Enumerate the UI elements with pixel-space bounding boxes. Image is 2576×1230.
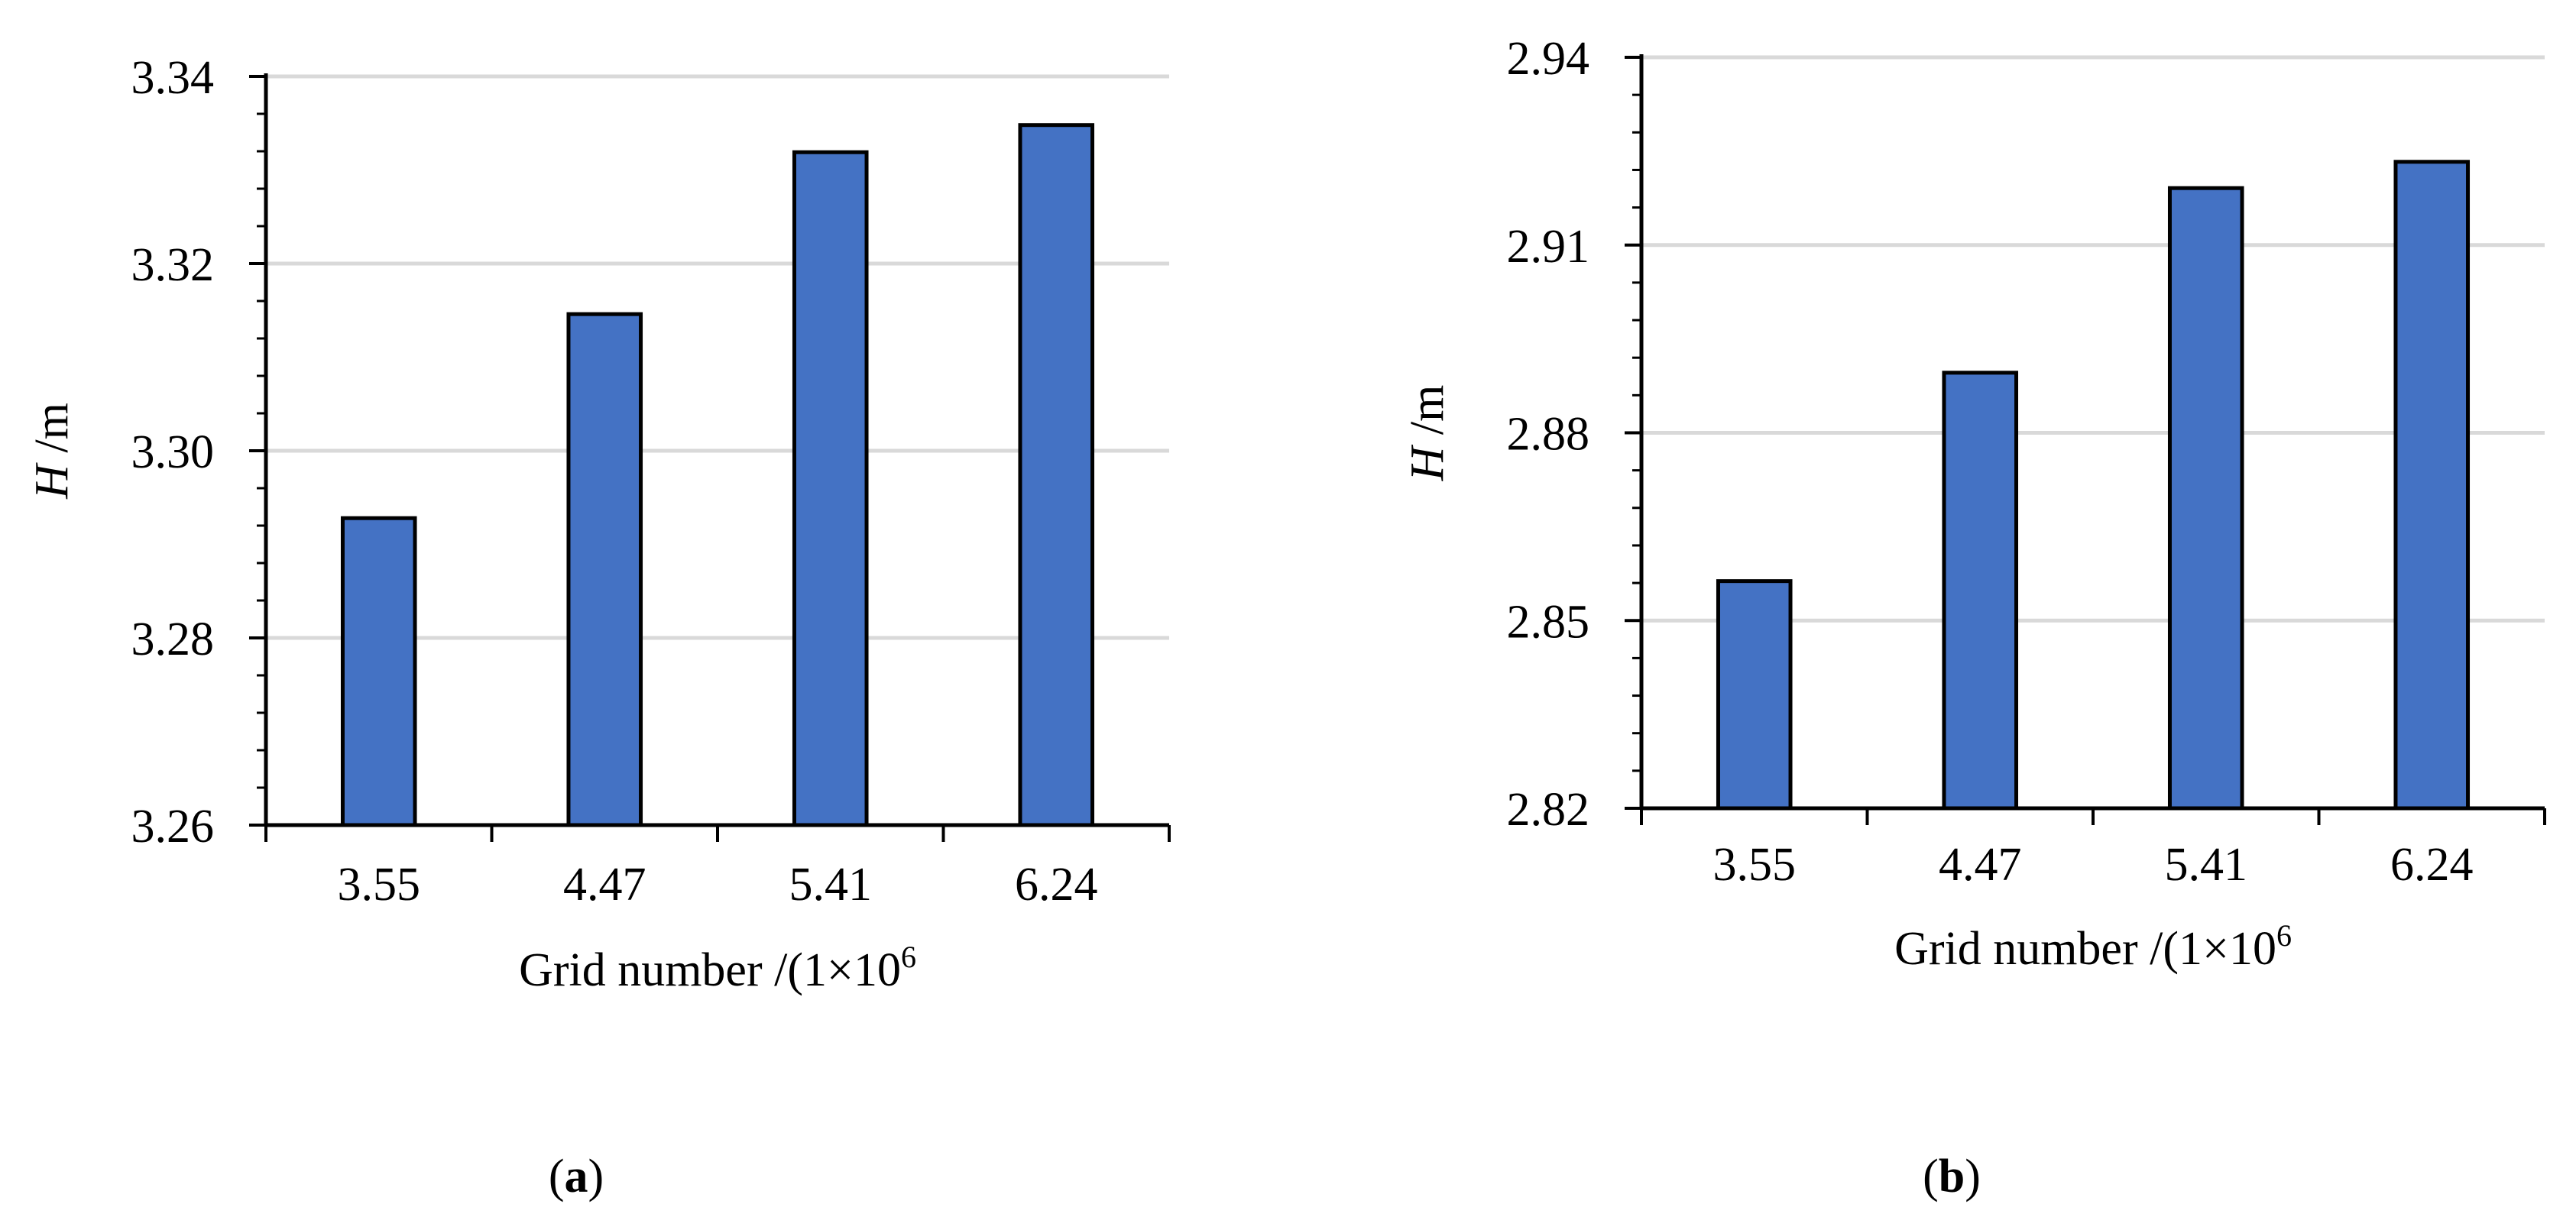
- bar-4.47: [1942, 371, 2019, 811]
- x-tick-label: 4.47: [1939, 839, 2022, 891]
- bar-5.41: [792, 150, 869, 827]
- x-axis-title: Grid number /(1×106: [1894, 918, 2292, 975]
- x-tick-label: 3.55: [1713, 839, 1797, 891]
- y-tick-label: 2.91: [1507, 221, 1590, 273]
- panel-label: (a): [549, 1151, 604, 1202]
- x-tick-label: 5.41: [2165, 839, 2248, 891]
- x-tick-label: 3.55: [338, 859, 421, 911]
- y-tick-label: 2.82: [1507, 784, 1590, 836]
- chart-panel-b: 2.82 2.85 2.88 2.91 2.94 3.55 4.47 5.41 6.24 Grid…: [1401, 33, 2546, 1202]
- x-tick-label: 6.24: [2390, 839, 2474, 891]
- y-tick-label: 2.85: [1507, 596, 1590, 648]
- y-tick-label: 3.30: [131, 426, 215, 478]
- bar-6.24: [2393, 160, 2471, 811]
- y-axis-title: H /m: [26, 403, 78, 500]
- y-axis-title: H /m: [1401, 385, 1453, 482]
- y-tick-label: 3.26: [131, 801, 215, 853]
- x-axis-title: Grid number /(1×106: [519, 940, 916, 996]
- x-tick-label: 6.24: [1015, 859, 1098, 911]
- bar-6.24: [1018, 123, 1095, 827]
- y-tick-label: 2.94: [1507, 33, 1590, 85]
- y-tick-label: 3.34: [131, 52, 215, 104]
- x-tick-label: 4.47: [563, 859, 646, 911]
- y-tick-label: 2.88: [1507, 409, 1590, 461]
- chart-panel-a: 3.26 3.28 3.30 3.32 3.34 3.55 4.47 5.41 6.24 Grid…: [26, 52, 1171, 1202]
- bar-3.55: [340, 516, 417, 827]
- bar-3.55: [1716, 579, 1793, 811]
- y-tick-label: 3.32: [131, 239, 215, 291]
- x-tick-label: 5.41: [789, 859, 873, 911]
- bar-5.41: [2167, 186, 2244, 811]
- bar-4.47: [566, 312, 643, 827]
- panel-label: (b): [1923, 1151, 1981, 1202]
- y-tick-label: 3.28: [131, 613, 215, 665]
